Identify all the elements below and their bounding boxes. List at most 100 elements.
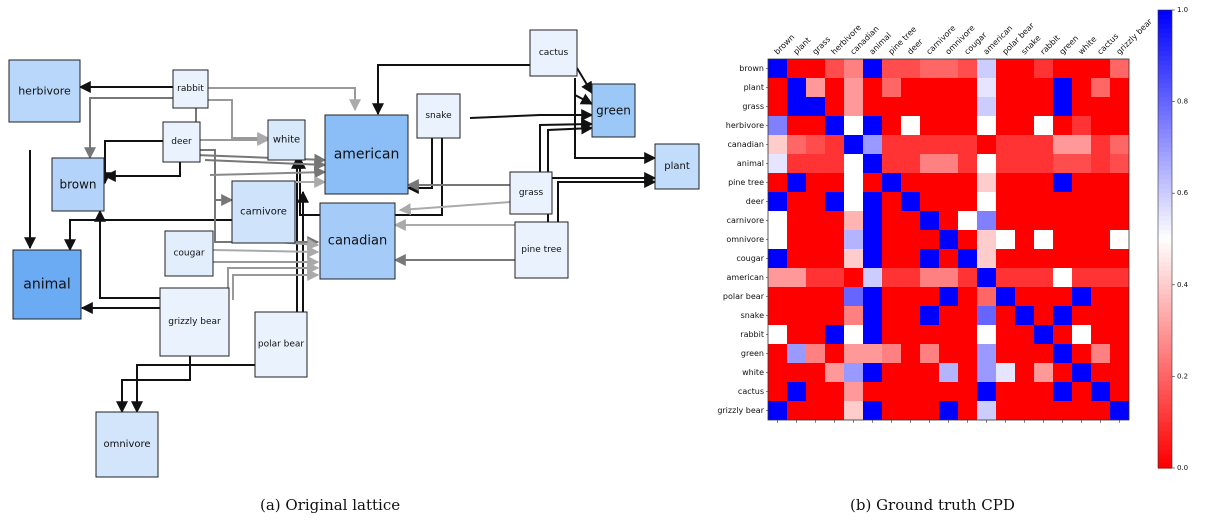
- edge: [398, 201, 511, 216]
- heatmap-cell: [768, 382, 787, 401]
- heatmap-cell: [977, 249, 996, 268]
- heatmap-cell: [863, 268, 882, 287]
- heatmap-cell: [1091, 116, 1110, 135]
- heatmap-cell: [958, 230, 977, 249]
- node-label: herbivore: [18, 85, 71, 98]
- colorbar-segment: [1158, 326, 1172, 332]
- heatmap-cell: [996, 230, 1015, 249]
- node-cougar: cougar: [164, 230, 214, 277]
- heatmap-cell: [1034, 230, 1053, 249]
- colorbar-segment: [1158, 184, 1172, 190]
- heatmap-cell: [1072, 363, 1091, 382]
- heatmap-cell: [977, 344, 996, 363]
- heatmap-cell: [863, 401, 882, 420]
- colorbar-segment: [1158, 37, 1172, 43]
- colorbar-segment: [1158, 147, 1172, 153]
- heatmap-cell: [825, 211, 844, 230]
- heatmap-cell: [1034, 382, 1053, 401]
- caption-original-lattice: (a) Original lattice: [260, 496, 401, 514]
- heatmap-cell: [768, 97, 787, 116]
- colorbar-segment: [1158, 14, 1172, 20]
- edge: [547, 122, 594, 222]
- colorbar-segment: [1158, 403, 1172, 410]
- heatmap-cell: [863, 230, 882, 249]
- heatmap-cell: [844, 287, 863, 306]
- heatmap-cell: [977, 268, 996, 287]
- heatmap-cell: [844, 344, 863, 363]
- heatmap-cell: [1034, 97, 1053, 116]
- heatmap-cell: [1072, 382, 1091, 401]
- heatmap-cell: [901, 401, 920, 420]
- node-pine-tree: pine tree: [514, 221, 569, 279]
- edge: [232, 269, 320, 300]
- heatmap-cell: [1034, 325, 1053, 344]
- heatmap-cell: [844, 249, 863, 268]
- heatmap-cell: [787, 325, 806, 344]
- heatmap-cell: [1015, 306, 1034, 325]
- heatmap-cell: [787, 363, 806, 382]
- heatmap-cell: [825, 382, 844, 401]
- heatmap-cell: [996, 401, 1015, 420]
- heatmap-cell: [1034, 306, 1053, 325]
- node-white: white: [267, 119, 306, 161]
- node-label: brown: [59, 178, 96, 192]
- edge: [574, 78, 657, 164]
- node-herbivore: herbivore: [8, 59, 81, 123]
- heatmap-cell: [901, 97, 920, 116]
- colorbar-segment: [1158, 129, 1172, 135]
- heatmap-cell: [787, 154, 806, 173]
- colorbar-segment: [1158, 454, 1172, 460]
- heatmap-cell: [1034, 78, 1053, 97]
- heatmap-cell: [1091, 59, 1110, 78]
- node-carnivore: carnivore: [231, 180, 296, 244]
- heatmap-cell: [939, 135, 958, 154]
- colorbar-segment: [1158, 417, 1172, 423]
- column-label: grizzly bear: [1115, 17, 1155, 57]
- column-label: grass: [811, 35, 833, 57]
- heatmap-cell: [1072, 211, 1091, 230]
- caption-ground-truth-cpd: (b) Ground truth CPD: [850, 496, 1015, 514]
- heatmap-cell: [939, 268, 958, 287]
- colorbar-tick-label: 0.4: [1177, 281, 1189, 289]
- node-grizzly-bear: grizzly bear: [159, 287, 230, 357]
- heatmap-cell: [901, 173, 920, 192]
- heatmap-cell: [1072, 401, 1091, 420]
- heatmap-cell: [844, 382, 863, 401]
- heatmap-cell: [901, 116, 920, 135]
- heatmap-cell: [958, 249, 977, 268]
- heatmap-cell: [806, 401, 825, 420]
- heatmap-cell: [768, 192, 787, 211]
- heatmap-cell: [1091, 306, 1110, 325]
- edge: [539, 118, 594, 172]
- heatmap-cell: [787, 287, 806, 306]
- colorbar-segment: [1158, 32, 1172, 39]
- node-label: canadian: [328, 234, 387, 249]
- node-cactus: cactus: [529, 29, 578, 77]
- row-label: cactus: [738, 387, 764, 396]
- heatmap-cell: [920, 173, 939, 192]
- heatmap-cell: [806, 116, 825, 135]
- heatmap-cell: [1034, 154, 1053, 173]
- heatmap-cell: [844, 306, 863, 325]
- heatmap-cell: [787, 382, 806, 401]
- heatmap-cell: [939, 59, 958, 78]
- heatmap-cell: [768, 325, 787, 344]
- node-rabbit: rabbit: [172, 69, 209, 109]
- heatmap-cell: [806, 173, 825, 192]
- heatmap-cell: [863, 382, 882, 401]
- heatmap-cell: [825, 306, 844, 325]
- heatmap-cell: [958, 325, 977, 344]
- heatmap-cell: [901, 192, 920, 211]
- heatmap-cell: [825, 116, 844, 135]
- edge: [576, 67, 593, 95]
- heatmap-cell: [996, 268, 1015, 287]
- heatmap-cell: [1110, 97, 1129, 116]
- heatmap-cell: [806, 135, 825, 154]
- node-label: cougar: [173, 249, 204, 259]
- node-animal: animal: [12, 249, 82, 320]
- heatmap-cell: [1072, 325, 1091, 344]
- heatmap-cell: [787, 306, 806, 325]
- colorbar-segment: [1158, 211, 1172, 217]
- heatmap-cell: [1034, 249, 1053, 268]
- heatmap-cell: [1110, 154, 1129, 173]
